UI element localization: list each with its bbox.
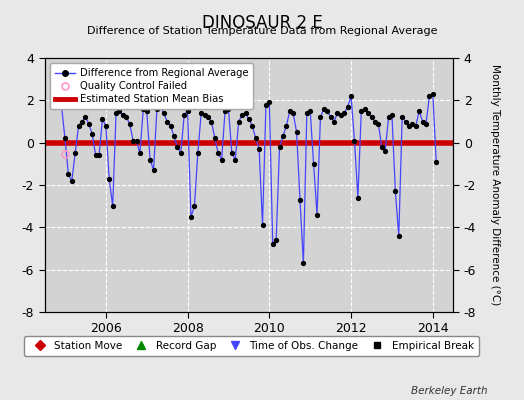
Legend: Station Move, Record Gap, Time of Obs. Change, Empirical Break: Station Move, Record Gap, Time of Obs. C… [24, 336, 479, 356]
Y-axis label: Monthly Temperature Anomaly Difference (°C): Monthly Temperature Anomaly Difference (… [490, 64, 500, 306]
Text: Berkeley Earth: Berkeley Earth [411, 386, 487, 396]
Text: DINOSAUR 2 E: DINOSAUR 2 E [202, 14, 322, 32]
Text: Difference of Station Temperature Data from Regional Average: Difference of Station Temperature Data f… [87, 26, 437, 36]
Legend: Difference from Regional Average, Quality Control Failed, Estimated Station Mean: Difference from Regional Average, Qualit… [50, 63, 253, 109]
